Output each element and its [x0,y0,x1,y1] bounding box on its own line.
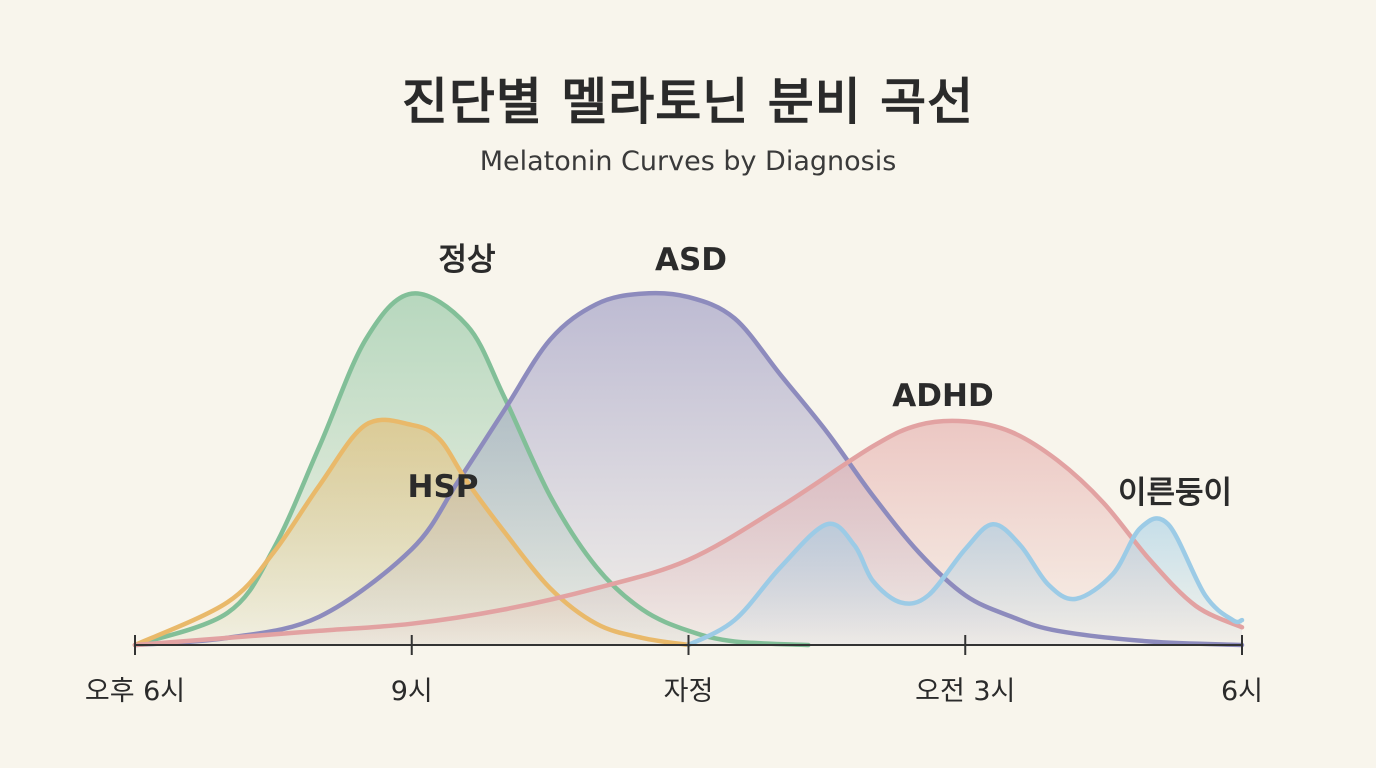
series-areas [135,293,1242,645]
x-tick-label: 9시 [391,676,433,707]
series-line [686,516,1245,648]
series-line [132,290,1245,648]
chart-subtitle: Melatonin Curves by Diagnosis [479,146,897,177]
series-label: 이른둥이 [1118,475,1232,511]
x-tick-label: 6시 [1221,676,1263,707]
x-tick-label: 자정 [664,676,714,707]
series-label: ADHD [892,378,993,414]
series-labels: 정상 ASD HSP ADHD 이른둥이 [408,242,1233,511]
series-label: ASD [655,242,727,278]
series-lines [132,290,1245,648]
x-tick-label: 오전 3시 [915,676,1015,707]
chart-title: 진단별 멜라토닌 분비 곡선 [401,73,975,131]
series-label: 정상 [438,242,495,278]
series-area [688,518,1242,645]
x-axis: 오후 6시 9시 자정 오전 3시 6시 [85,635,1263,707]
x-tick-label: 오후 6시 [85,676,185,707]
series-line [132,418,1245,648]
series-label: HSP [408,469,479,505]
series-line [132,417,691,648]
